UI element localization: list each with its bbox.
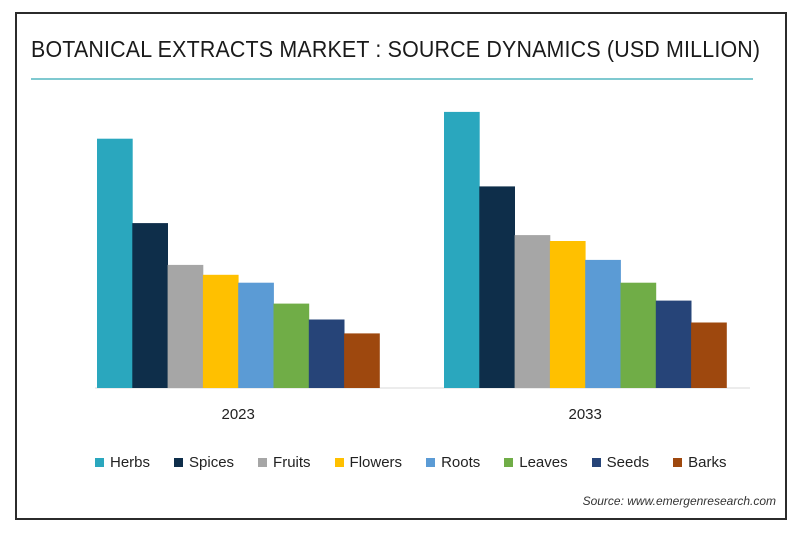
chart-title: BOTANICAL EXTRACTS MARKET : SOURCE DYNAM… bbox=[31, 36, 761, 62]
source-note: Source: www.emergenresearch.com bbox=[582, 494, 776, 508]
bar-fruits-2023 bbox=[167, 264, 204, 388]
bar-roots-2033 bbox=[585, 259, 621, 388]
legend-swatch bbox=[258, 457, 268, 467]
bar-flowers-2033 bbox=[549, 241, 586, 388]
legend-swatch bbox=[504, 457, 514, 467]
bar-roots-2023 bbox=[238, 282, 274, 388]
bar-leaves-2033 bbox=[620, 282, 657, 388]
legend-swatch bbox=[174, 457, 184, 467]
legend-label: Seeds bbox=[606, 453, 650, 471]
bar-seeds-2023 bbox=[308, 319, 345, 388]
legend-label: Fruits bbox=[273, 453, 311, 471]
bar-spices-2033 bbox=[479, 186, 515, 388]
bar-leaves-2023 bbox=[273, 303, 310, 388]
bar-flowers-2023 bbox=[202, 274, 239, 388]
bar-herbs-2023 bbox=[97, 138, 133, 388]
legend-item-leaves: Leaves bbox=[504, 453, 568, 471]
legend-swatch bbox=[95, 457, 104, 467]
legend-label: Leaves bbox=[519, 453, 568, 471]
legend-label: Spices bbox=[189, 453, 235, 471]
legend-swatch bbox=[426, 457, 436, 467]
legend-label: Herbs bbox=[110, 453, 151, 471]
legend-label: Barks bbox=[688, 453, 727, 471]
legend-swatch bbox=[591, 457, 601, 467]
legend-item-flowers: Flowers bbox=[334, 453, 403, 471]
bar-seeds-2033 bbox=[655, 300, 692, 388]
x-tick-label: 2033 bbox=[569, 406, 602, 423]
x-tick-label: 2023 bbox=[222, 406, 255, 423]
legend-swatch bbox=[673, 457, 683, 467]
bar-barks-2033 bbox=[691, 322, 727, 388]
bar-spices-2023 bbox=[132, 223, 168, 388]
legend-item-spices: Spices bbox=[174, 454, 234, 471]
bar-fruits-2033 bbox=[514, 235, 551, 388]
legend-item-herbs: Herbs bbox=[95, 454, 150, 471]
legend-item-seeds: Seeds bbox=[591, 453, 650, 471]
x-tick-labels: 2023 2033 bbox=[222, 406, 602, 423]
legend-item-barks: Barks bbox=[673, 453, 727, 471]
legend-swatch bbox=[334, 457, 344, 467]
legend-item-roots: Roots bbox=[426, 454, 480, 471]
title-divider bbox=[31, 78, 753, 80]
bars-group bbox=[97, 111, 727, 389]
legend-item-fruits: Fruits bbox=[258, 454, 311, 471]
legend-label: Flowers bbox=[349, 453, 403, 471]
bar-herbs-2033 bbox=[444, 111, 480, 389]
bar-barks-2023 bbox=[344, 333, 380, 388]
legend-label: Roots bbox=[441, 453, 481, 471]
legend: Herbs Spices Fruits Flowers Roots Leaves Seeds… bbox=[95, 452, 751, 472]
